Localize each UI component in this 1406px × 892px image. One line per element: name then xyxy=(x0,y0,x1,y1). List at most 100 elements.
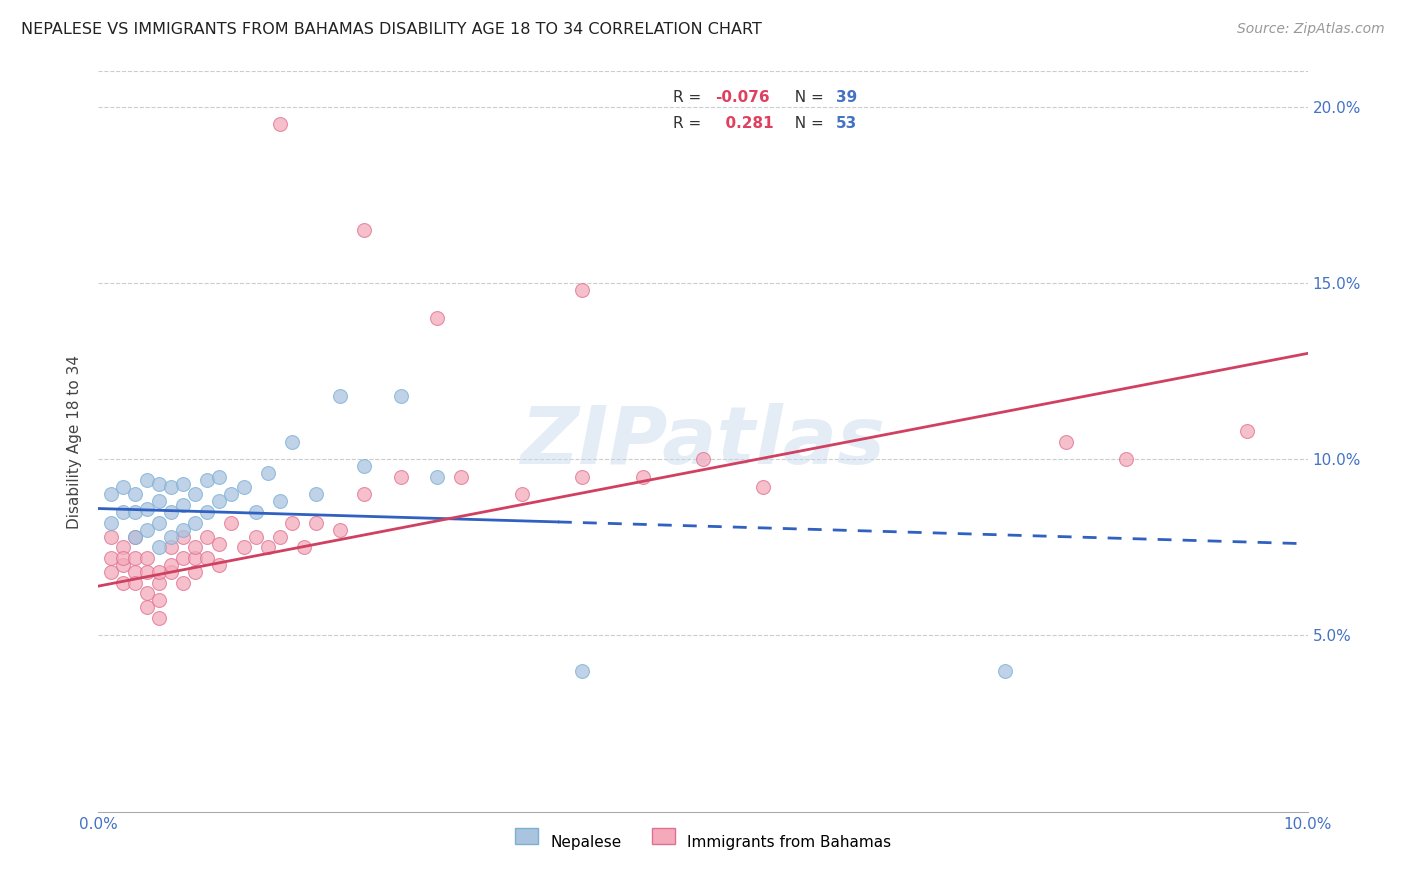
Point xyxy=(148,516,170,530)
Point xyxy=(281,434,304,449)
Point xyxy=(100,550,122,565)
Point xyxy=(160,558,183,572)
Point xyxy=(111,541,134,555)
Point xyxy=(281,516,304,530)
Point xyxy=(100,565,122,579)
Point xyxy=(148,541,170,555)
Text: R =: R = xyxy=(672,90,706,104)
Point xyxy=(269,530,291,544)
Point xyxy=(124,550,146,565)
Point xyxy=(148,565,170,579)
Point xyxy=(389,389,412,403)
Point xyxy=(1115,452,1137,467)
Point xyxy=(172,575,194,590)
Text: NEPALESE VS IMMIGRANTS FROM BAHAMAS DISABILITY AGE 18 TO 34 CORRELATION CHART: NEPALESE VS IMMIGRANTS FROM BAHAMAS DISA… xyxy=(21,22,762,37)
Point xyxy=(353,459,375,474)
Point xyxy=(172,498,194,512)
Point xyxy=(111,505,134,519)
Point xyxy=(269,117,291,131)
Point xyxy=(148,494,170,508)
Point xyxy=(148,593,170,607)
Point xyxy=(510,487,533,501)
Point xyxy=(329,389,352,403)
Text: Source: ZipAtlas.com: Source: ZipAtlas.com xyxy=(1237,22,1385,37)
Point xyxy=(232,480,254,494)
Point xyxy=(184,565,207,579)
Point xyxy=(135,523,157,537)
Point xyxy=(184,516,207,530)
Point xyxy=(100,487,122,501)
Point xyxy=(426,311,449,326)
Point xyxy=(195,530,218,544)
Point xyxy=(389,470,412,484)
Text: -0.076: -0.076 xyxy=(716,90,769,104)
Point xyxy=(1236,424,1258,438)
Point xyxy=(148,575,170,590)
Point xyxy=(172,550,194,565)
Point xyxy=(160,530,183,544)
Point xyxy=(100,530,122,544)
Text: N =: N = xyxy=(785,90,830,104)
Text: 53: 53 xyxy=(837,116,858,131)
Point xyxy=(135,501,157,516)
Point xyxy=(135,600,157,615)
Text: 0.281: 0.281 xyxy=(716,116,773,131)
Point xyxy=(631,470,654,484)
Point xyxy=(305,487,328,501)
Point xyxy=(124,505,146,519)
Point xyxy=(208,494,231,508)
Point xyxy=(184,541,207,555)
Point xyxy=(571,283,593,297)
Point xyxy=(426,470,449,484)
Text: 39: 39 xyxy=(837,90,858,104)
Point xyxy=(292,541,315,555)
Point xyxy=(148,476,170,491)
Point xyxy=(353,487,375,501)
Point xyxy=(184,487,207,501)
Point xyxy=(172,523,194,537)
Point xyxy=(1054,434,1077,449)
Point xyxy=(269,494,291,508)
Point xyxy=(208,470,231,484)
Point xyxy=(692,452,714,467)
Point xyxy=(124,530,146,544)
Point xyxy=(100,516,122,530)
Point xyxy=(221,516,243,530)
Point xyxy=(208,537,231,551)
Point xyxy=(195,550,218,565)
Point xyxy=(124,575,146,590)
Point xyxy=(124,565,146,579)
Point xyxy=(135,586,157,600)
Point xyxy=(111,575,134,590)
Point xyxy=(160,541,183,555)
Point xyxy=(256,467,278,481)
Point xyxy=(353,223,375,237)
Point xyxy=(111,550,134,565)
Point xyxy=(329,523,352,537)
Text: N =: N = xyxy=(785,116,830,131)
Point xyxy=(124,487,146,501)
Point xyxy=(135,565,157,579)
Point xyxy=(232,541,254,555)
Text: ZIPatlas: ZIPatlas xyxy=(520,402,886,481)
Point xyxy=(195,473,218,487)
Point xyxy=(172,476,194,491)
Point xyxy=(994,664,1017,678)
Y-axis label: Disability Age 18 to 34: Disability Age 18 to 34 xyxy=(67,354,83,529)
Point xyxy=(111,558,134,572)
Point xyxy=(571,470,593,484)
Point xyxy=(135,550,157,565)
Point xyxy=(256,541,278,555)
Legend: Nepalese, Immigrants from Bahamas: Nepalese, Immigrants from Bahamas xyxy=(509,828,897,856)
Point xyxy=(195,505,218,519)
Point xyxy=(184,550,207,565)
Point xyxy=(305,516,328,530)
Point xyxy=(160,480,183,494)
Point xyxy=(245,530,267,544)
Point xyxy=(245,505,267,519)
Text: R =: R = xyxy=(672,116,706,131)
Point xyxy=(111,480,134,494)
Point xyxy=(172,530,194,544)
Point xyxy=(450,470,472,484)
Point xyxy=(124,530,146,544)
